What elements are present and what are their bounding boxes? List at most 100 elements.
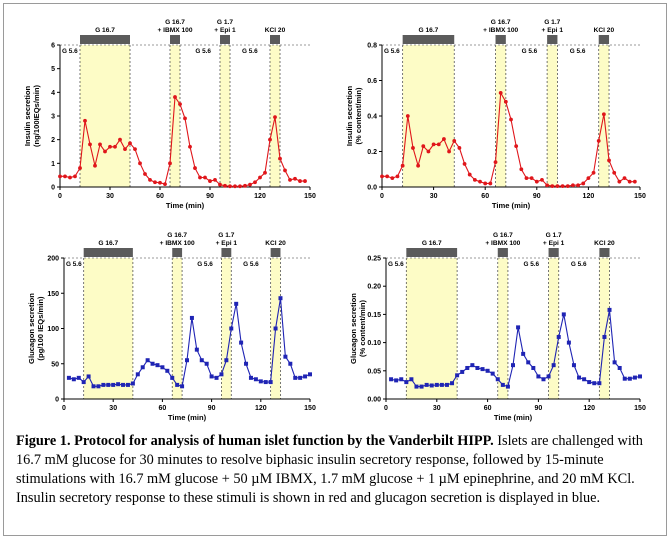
stimulus-label-2-line-0: G 1.7 — [217, 19, 233, 26]
data-point-48 — [632, 375, 637, 380]
data-point-25 — [516, 325, 521, 330]
data-point-36 — [244, 361, 249, 366]
data-point-45 — [617, 365, 622, 370]
y-tick-label-6: 6 — [51, 43, 55, 50]
data-point-44 — [607, 158, 611, 163]
data-point-6 — [419, 384, 424, 389]
data-point-6 — [411, 146, 415, 150]
baseline-label-1: G 5.6 — [195, 48, 211, 55]
data-point-27 — [199, 358, 204, 363]
data-point-48 — [627, 179, 632, 184]
data-point-12 — [118, 137, 122, 142]
data-point-48 — [303, 374, 308, 379]
stimulus-label-1-line-0: G 16.7 — [491, 19, 511, 26]
data-point-5 — [83, 118, 87, 123]
data-point-12 — [125, 382, 130, 387]
data-point-23 — [180, 384, 185, 389]
data-point-33 — [229, 326, 234, 331]
data-point-3 — [404, 380, 409, 385]
x-tick-label-0: 0 — [62, 405, 66, 412]
data-point-49 — [638, 374, 642, 379]
data-point-20 — [490, 371, 495, 376]
data-point-14 — [452, 138, 457, 143]
data-point-31 — [213, 178, 217, 182]
x-tick-label-0: 0 — [380, 193, 384, 200]
y-tick-label-3: 0.6 — [367, 78, 377, 85]
data-point-22 — [168, 161, 172, 166]
y-tick-label-4: 4 — [51, 90, 55, 97]
data-point-42 — [268, 137, 272, 142]
data-point-33 — [556, 334, 561, 339]
x-tick-label-4: 120 — [583, 193, 595, 200]
y-tick-label-5: 5 — [51, 66, 55, 73]
data-point-11 — [444, 382, 449, 387]
stimulus-shade-3 — [599, 258, 610, 399]
data-point-25 — [509, 117, 513, 122]
y-tick-label-4: 200 — [47, 256, 59, 263]
data-point-1 — [385, 174, 390, 179]
data-point-17 — [143, 172, 147, 176]
data-point-48 — [298, 179, 302, 183]
data-point-19 — [478, 179, 482, 184]
x-tick-label-2: 60 — [484, 405, 492, 412]
data-point-10 — [439, 382, 444, 387]
data-point-34 — [234, 301, 239, 306]
y-tick-label-3: 150 — [47, 291, 59, 298]
data-point-34 — [561, 312, 566, 317]
data-point-2 — [76, 375, 81, 380]
data-point-24 — [178, 102, 182, 107]
stimulus-label-3-line-0: KCl 20 — [594, 27, 615, 34]
data-point-13 — [455, 373, 460, 378]
baseline-label-1: G 5.6 — [522, 48, 538, 55]
y-tick-label-1: 0.2 — [367, 149, 377, 156]
data-point-4 — [409, 377, 414, 382]
data-point-29 — [203, 175, 207, 180]
data-point-31 — [546, 374, 551, 379]
data-point-3 — [81, 380, 86, 385]
stimulus-label-2-line-1: + Epi 1 — [542, 27, 564, 34]
data-point-15 — [457, 146, 462, 150]
data-point-1 — [63, 174, 67, 179]
x-tick-label-5: 150 — [304, 193, 316, 200]
data-point-38 — [576, 183, 580, 188]
stimulus-bar-0 — [402, 35, 455, 44]
stimulus-shade-0 — [80, 45, 130, 187]
x-tick-label-3: 90 — [206, 193, 214, 200]
baseline-label-0: G 5.6 — [388, 261, 404, 268]
stimulus-label-0-line-0: G 16.7 — [98, 240, 118, 247]
data-point-2 — [68, 175, 72, 180]
data-point-23 — [498, 91, 503, 95]
data-point-17 — [150, 361, 155, 366]
data-point-10 — [108, 144, 112, 149]
data-point-44 — [278, 156, 282, 161]
stimulus-shade-2 — [548, 258, 559, 399]
data-point-19 — [160, 365, 165, 370]
y-axis-label-line-0: Glucagon secretion — [27, 293, 36, 364]
baseline-label-2: G 5.6 — [571, 261, 587, 268]
stimulus-shade-0 — [406, 258, 458, 399]
data-point-9 — [434, 382, 439, 387]
data-point-43 — [273, 115, 277, 120]
data-point-45 — [288, 361, 293, 366]
stimulus-label-0-line-0: G 16.7 — [95, 27, 115, 34]
data-point-27 — [519, 167, 524, 172]
x-tick-label-1: 30 — [109, 405, 117, 412]
stimulus-shade-2 — [220, 45, 230, 187]
stimulus-label-2-line-0: G 1.7 — [544, 19, 560, 26]
data-point-25 — [183, 116, 187, 121]
y-tick-label-1: 0.05 — [367, 368, 381, 375]
x-tick-label-4: 120 — [583, 405, 595, 412]
data-point-3 — [73, 174, 77, 179]
baseline-label-1: G 5.6 — [523, 261, 539, 268]
stimulus-shade-1 — [170, 45, 180, 187]
data-point-46 — [622, 376, 627, 381]
data-point-12 — [450, 381, 455, 386]
y-tick-label-2: 0.4 — [367, 114, 377, 121]
stimulus-shade-0 — [83, 258, 133, 399]
stimulus-label-2-line-0: G 1.7 — [546, 232, 562, 239]
stimulus-bar-3 — [599, 248, 610, 257]
y-tick-label-0: 0 — [51, 185, 55, 192]
data-point-31 — [540, 178, 544, 182]
data-point-43 — [607, 307, 612, 312]
